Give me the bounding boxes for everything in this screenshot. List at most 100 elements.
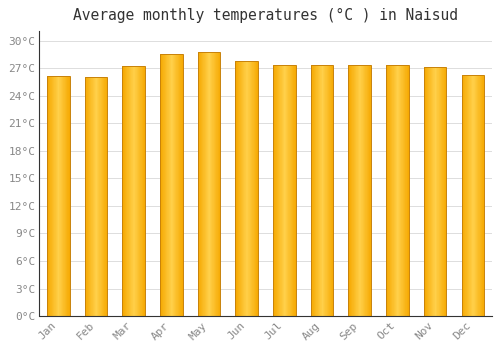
Bar [327, 64, 328, 316]
Bar [462, 75, 484, 316]
Bar [473, 75, 474, 316]
Bar [96, 77, 97, 316]
Bar [58, 76, 59, 316]
Bar [172, 54, 173, 316]
Bar [477, 75, 478, 316]
Bar [424, 67, 425, 316]
Bar [250, 61, 252, 316]
Bar [87, 77, 88, 316]
Bar [393, 65, 394, 316]
Bar [214, 52, 216, 316]
Bar [248, 61, 249, 316]
Bar [243, 61, 244, 316]
Bar [275, 65, 276, 316]
Bar [218, 52, 219, 316]
Bar [144, 66, 145, 316]
Bar [467, 75, 468, 316]
Bar [86, 77, 87, 316]
Bar [104, 77, 105, 316]
Bar [131, 66, 132, 316]
Bar [166, 54, 167, 316]
Bar [84, 77, 108, 316]
Bar [101, 77, 102, 316]
Bar [88, 77, 89, 316]
Bar [294, 65, 295, 316]
Bar [291, 65, 292, 316]
Bar [400, 65, 401, 316]
Bar [199, 52, 200, 316]
Bar [135, 66, 136, 316]
Bar [205, 52, 206, 316]
Bar [137, 66, 138, 316]
Bar [198, 52, 199, 316]
Bar [160, 54, 161, 316]
Bar [206, 52, 207, 316]
Bar [98, 77, 99, 316]
Bar [140, 66, 141, 316]
Bar [317, 64, 318, 316]
Bar [352, 65, 353, 316]
Bar [474, 75, 475, 316]
Bar [62, 76, 63, 316]
Bar [170, 54, 171, 316]
Bar [287, 65, 288, 316]
Bar [239, 61, 240, 316]
Bar [202, 52, 203, 316]
Bar [348, 65, 371, 316]
Bar [428, 67, 429, 316]
Bar [406, 65, 407, 316]
Bar [167, 54, 168, 316]
Bar [171, 54, 172, 316]
Bar [326, 64, 327, 316]
Bar [398, 65, 399, 316]
Bar [106, 77, 107, 316]
Bar [333, 64, 334, 316]
Bar [200, 52, 201, 316]
Bar [136, 66, 137, 316]
Bar [47, 76, 48, 316]
Bar [68, 76, 69, 316]
Bar [286, 65, 287, 316]
Bar [100, 77, 101, 316]
Bar [209, 52, 210, 316]
Bar [463, 75, 464, 316]
Bar [445, 67, 446, 316]
Bar [169, 54, 170, 316]
Bar [359, 65, 360, 316]
Bar [211, 52, 212, 316]
Bar [475, 75, 476, 316]
Bar [368, 65, 369, 316]
Bar [464, 75, 465, 316]
Bar [470, 75, 471, 316]
Bar [425, 67, 426, 316]
Bar [389, 65, 390, 316]
Bar [253, 61, 254, 316]
Bar [331, 64, 332, 316]
Bar [399, 65, 400, 316]
Bar [125, 66, 126, 316]
Bar [311, 64, 334, 316]
Bar [126, 66, 127, 316]
Bar [134, 66, 135, 316]
Bar [318, 64, 320, 316]
Bar [213, 52, 214, 316]
Bar [212, 52, 213, 316]
Bar [99, 77, 100, 316]
Bar [93, 77, 94, 316]
Bar [348, 65, 349, 316]
Bar [369, 65, 370, 316]
Bar [465, 75, 466, 316]
Bar [434, 67, 435, 316]
Bar [478, 75, 479, 316]
Bar [332, 64, 333, 316]
Bar [438, 67, 439, 316]
Bar [255, 61, 256, 316]
Bar [94, 77, 95, 316]
Bar [67, 76, 68, 316]
Bar [127, 66, 128, 316]
Bar [365, 65, 366, 316]
Bar [285, 65, 286, 316]
Bar [237, 61, 238, 316]
Bar [47, 76, 70, 316]
Bar [129, 66, 130, 316]
